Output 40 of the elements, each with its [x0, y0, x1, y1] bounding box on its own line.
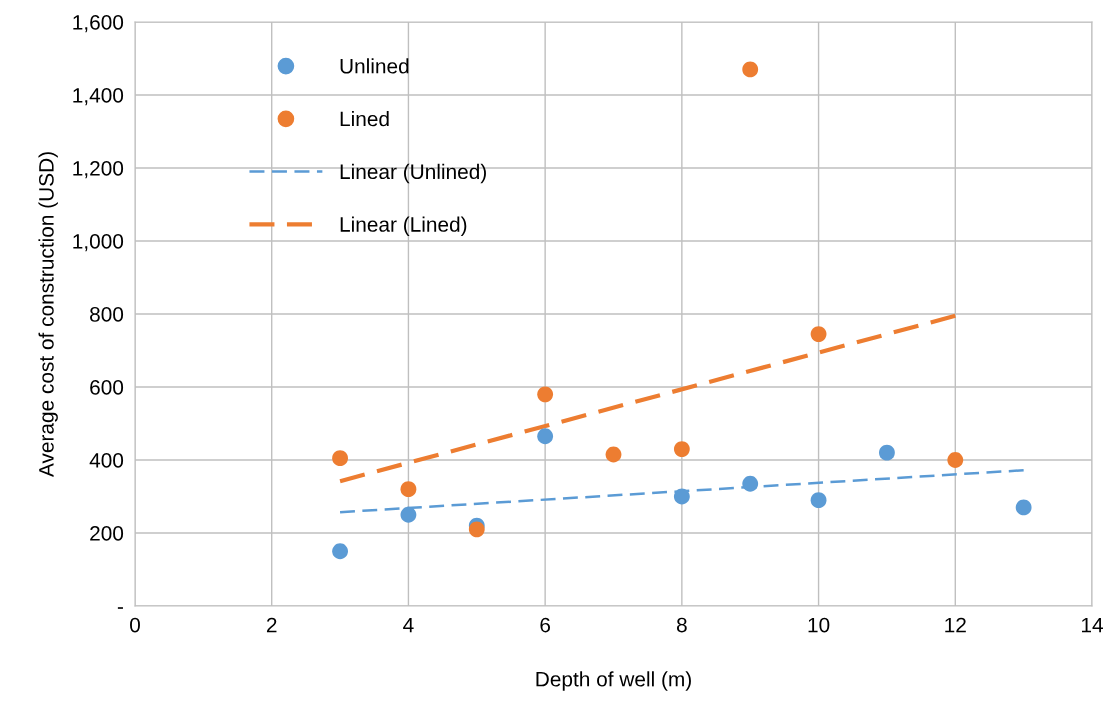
- point: [332, 543, 348, 560]
- legend-label: Linear (Lined): [340, 216, 467, 236]
- point: [400, 506, 417, 523]
- x-tick-label: 6: [540, 617, 551, 633]
- x-tick-label: 8: [676, 617, 687, 633]
- x-tick-label: 2: [266, 617, 277, 633]
- y-tick-label: 1,200: [73, 161, 124, 179]
- point: [879, 444, 895, 461]
- point: [400, 481, 417, 498]
- y-tick-label: 1,000: [73, 234, 124, 252]
- y-tick-label: 800: [90, 307, 124, 322]
- point: [947, 452, 964, 468]
- y-tick-label: 1,400: [73, 88, 124, 106]
- point: [742, 61, 759, 78]
- x-tick-label: 4: [403, 617, 414, 633]
- y-tick-label: -: [117, 607, 123, 609]
- point: [742, 475, 759, 492]
- x-tick-label: 12: [945, 617, 966, 633]
- x-tick-label: 0: [130, 617, 140, 633]
- x-tick-label: 14: [1082, 617, 1103, 633]
- x-axis-title: Depth of well (m): [536, 671, 691, 691]
- point: [810, 326, 827, 342]
- y-axis-title: Average cost of construction (USD): [38, 152, 58, 478]
- point: [673, 441, 690, 457]
- point: [810, 492, 827, 509]
- point: [1015, 499, 1032, 516]
- point: [537, 428, 554, 445]
- legend-label: Unlined: [340, 58, 409, 74]
- legend-label: Linear (Unlined): [340, 163, 486, 184]
- y-tick-label: 600: [90, 380, 124, 395]
- y-tick-label: 200: [90, 526, 124, 541]
- x-tick-label: 10: [808, 617, 830, 633]
- y-tick-label: 1,600: [73, 15, 124, 33]
- point: [332, 450, 348, 467]
- legend-label: Lined: [340, 111, 389, 127]
- point: [537, 386, 554, 403]
- point: [468, 521, 485, 538]
- y-tick-label: 400: [89, 453, 124, 468]
- point: [605, 446, 622, 463]
- point: [673, 488, 690, 505]
